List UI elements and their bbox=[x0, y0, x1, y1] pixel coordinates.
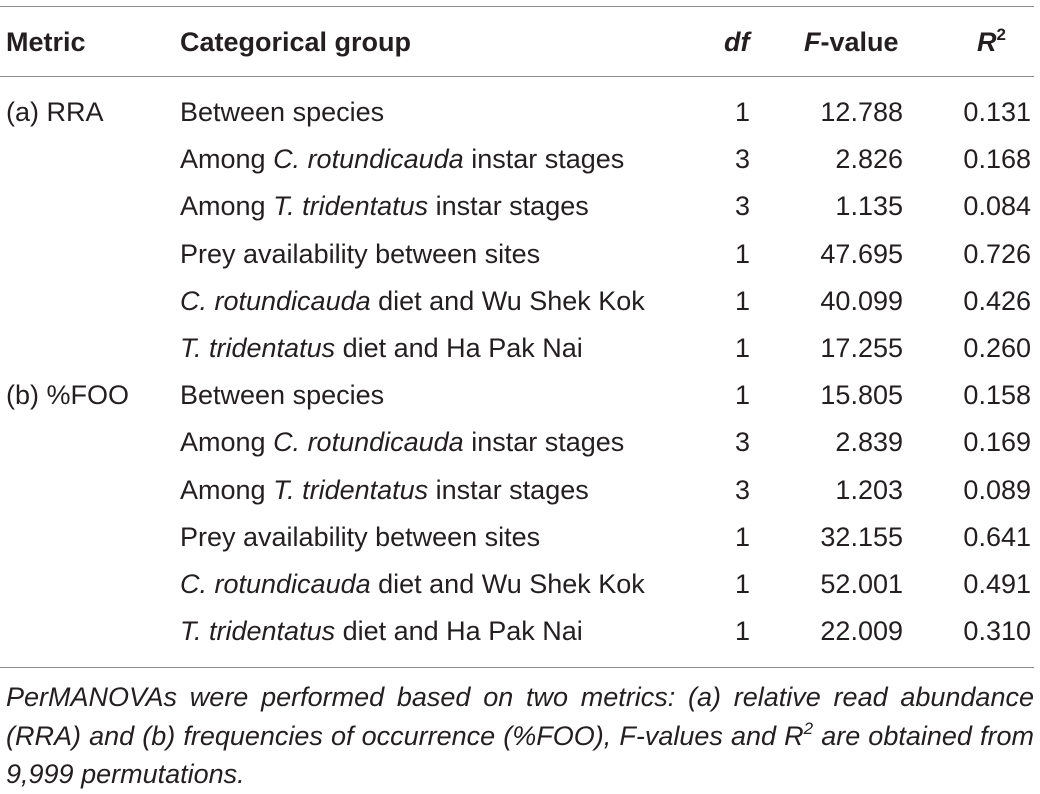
cell-categorical-group: Prey availability between sites bbox=[180, 521, 540, 553]
header-f-rest: -value bbox=[820, 27, 899, 57]
cell-df: 3 bbox=[734, 475, 750, 505]
table-bottom-rule bbox=[0, 667, 1034, 668]
cell-metric: (a) RRA bbox=[6, 97, 104, 127]
group-species-name: C. rotundicauda bbox=[180, 569, 371, 599]
group-species-name: C. rotundicauda bbox=[273, 144, 464, 174]
group-text-end: instar stages bbox=[428, 475, 589, 505]
footnote-text: PerMANOVAs were performed based on two m… bbox=[6, 682, 1034, 751]
group-species-name: T. tridentatus bbox=[273, 475, 429, 505]
table-footnote: PerMANOVAs were performed based on two m… bbox=[6, 678, 1034, 794]
cell-f-value: 22.009 bbox=[820, 616, 903, 646]
footnote-text-end: are obtained from 9,999 permutations. bbox=[6, 720, 1034, 790]
cell-df: 1 bbox=[734, 286, 750, 316]
header-metric: Metric bbox=[6, 27, 86, 57]
group-text: Among bbox=[180, 475, 274, 505]
group-text: Among bbox=[180, 191, 274, 221]
cell-categorical-group: Prey availability between sites bbox=[180, 238, 540, 270]
cell-r-squared: 0.491 bbox=[963, 569, 1031, 599]
cell-df: 1 bbox=[734, 522, 750, 552]
group-species-name: T. tridentatus bbox=[273, 191, 429, 221]
group-text: Prey availability between sites bbox=[180, 522, 541, 552]
cell-f-value: 2.839 bbox=[835, 427, 903, 457]
cell-df: 1 bbox=[734, 616, 750, 646]
header-rule bbox=[0, 76, 1034, 77]
group-text: Prey availability between sites bbox=[180, 239, 541, 269]
cell-categorical-group: T. tridentatus diet and Ha Pak Nai bbox=[180, 615, 583, 647]
header-r2-base: R bbox=[977, 27, 997, 57]
cell-r-squared: 0.260 bbox=[963, 333, 1031, 363]
group-species-name: T. tridentatus bbox=[180, 333, 336, 363]
cell-r-squared: 0.426 bbox=[963, 286, 1031, 316]
cell-f-value: 1.203 bbox=[835, 475, 903, 505]
cell-f-value: 40.099 bbox=[820, 286, 903, 316]
header-f-value: F-value bbox=[804, 26, 899, 58]
footnote-sup: 2 bbox=[803, 718, 814, 738]
group-text: Among bbox=[180, 427, 274, 457]
cell-categorical-group: Among C. rotundicauda instar stages bbox=[180, 426, 624, 458]
group-text-end: diet and Ha Pak Nai bbox=[335, 616, 583, 646]
group-text-end: diet and Wu Shek Kok bbox=[370, 569, 645, 599]
cell-r-squared: 0.089 bbox=[963, 475, 1031, 505]
cell-categorical-group: Among T. tridentatus instar stages bbox=[180, 474, 589, 506]
group-text: Among bbox=[180, 144, 274, 174]
cell-categorical-group: Between species bbox=[180, 379, 384, 411]
cell-categorical-group: Among T. tridentatus instar stages bbox=[180, 190, 589, 222]
cell-r-squared: 0.169 bbox=[963, 427, 1031, 457]
cell-f-value: 32.155 bbox=[820, 522, 903, 552]
group-text-end: instar stages bbox=[428, 191, 589, 221]
group-text-end: diet and Ha Pak Nai bbox=[335, 333, 583, 363]
header-f-italic: F bbox=[804, 27, 821, 57]
cell-categorical-group: Among C. rotundicauda instar stages bbox=[180, 143, 624, 175]
cell-f-value: 2.826 bbox=[835, 144, 903, 174]
group-species-name: T. tridentatus bbox=[180, 616, 336, 646]
header-categorical-group: Categorical group bbox=[180, 27, 412, 57]
cell-r-squared: 0.158 bbox=[963, 380, 1031, 410]
cell-df: 1 bbox=[734, 239, 750, 269]
table-top-rule bbox=[0, 6, 1034, 7]
cell-df: 1 bbox=[734, 97, 750, 127]
cell-categorical-group: T. tridentatus diet and Ha Pak Nai bbox=[180, 332, 583, 364]
cell-metric: (b) %FOO bbox=[6, 380, 130, 410]
cell-f-value: 15.805 bbox=[820, 380, 903, 410]
group-text: Between species bbox=[180, 380, 385, 410]
group-species-name: C. rotundicauda bbox=[180, 286, 371, 316]
cell-r-squared: 0.641 bbox=[963, 522, 1031, 552]
cell-r-squared: 0.131 bbox=[963, 97, 1031, 127]
group-text-end: instar stages bbox=[463, 427, 625, 457]
cell-r-squared: 0.168 bbox=[963, 144, 1031, 174]
group-text-end: instar stages bbox=[463, 144, 625, 174]
cell-df: 3 bbox=[734, 144, 750, 174]
cell-f-value: 17.255 bbox=[820, 333, 903, 363]
cell-categorical-group: Between species bbox=[180, 96, 384, 128]
cell-df: 1 bbox=[734, 380, 750, 410]
group-text: Between species bbox=[180, 97, 385, 127]
cell-categorical-group: C. rotundicauda diet and Wu Shek Kok bbox=[180, 568, 645, 600]
header-df: df bbox=[724, 27, 750, 57]
cell-df: 3 bbox=[734, 427, 750, 457]
header-r2-sup: 2 bbox=[996, 25, 1006, 44]
cell-df: 1 bbox=[734, 569, 750, 599]
cell-f-value: 52.001 bbox=[820, 569, 903, 599]
cell-r-squared: 0.084 bbox=[963, 191, 1031, 221]
cell-r-squared: 0.310 bbox=[963, 616, 1031, 646]
cell-f-value: 1.135 bbox=[835, 191, 903, 221]
cell-f-value: 12.788 bbox=[820, 97, 903, 127]
cell-r-squared: 0.726 bbox=[963, 239, 1031, 269]
group-species-name: C. rotundicauda bbox=[273, 427, 464, 457]
header-r-squared: R2 bbox=[977, 26, 1006, 58]
group-text-end: diet and Wu Shek Kok bbox=[370, 286, 645, 316]
cell-categorical-group: C. rotundicauda diet and Wu Shek Kok bbox=[180, 285, 645, 317]
cell-df: 3 bbox=[734, 191, 750, 221]
cell-f-value: 47.695 bbox=[820, 239, 903, 269]
cell-df: 1 bbox=[734, 333, 750, 363]
